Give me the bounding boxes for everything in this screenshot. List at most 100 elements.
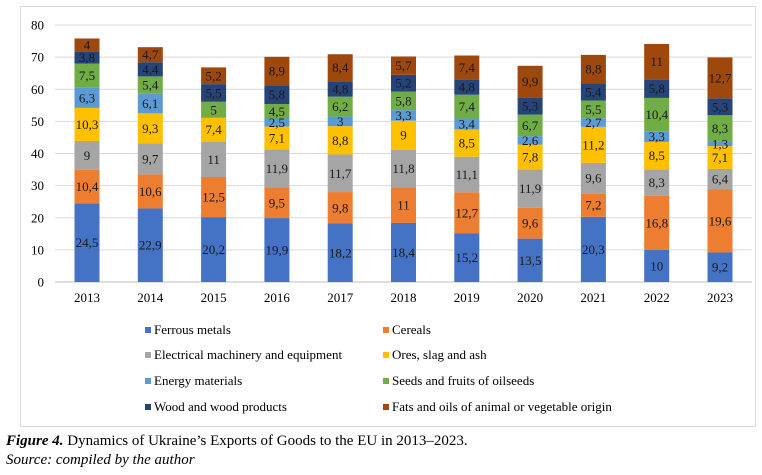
data-label: 5,8 [269, 87, 285, 102]
data-label: 9,7 [142, 151, 159, 166]
data-label: 16,8 [645, 215, 668, 230]
legend-label: Cereals [392, 322, 431, 337]
data-label: 1,3 [712, 137, 728, 152]
legend-item: Seeds and fruits of oilseeds [383, 373, 534, 389]
data-label: 11,8 [392, 161, 414, 176]
data-label: 10,4 [645, 107, 668, 122]
bar-segment [707, 115, 733, 142]
bar-segment [517, 114, 543, 137]
legend-label: Ores, slag and ash [392, 347, 487, 362]
bar-segment [644, 169, 670, 196]
data-label: 5,2 [395, 76, 411, 91]
data-label: 9,5 [269, 195, 285, 210]
y-tick-label: 40 [31, 146, 44, 161]
data-label: 11 [650, 54, 663, 69]
bar-segment [707, 252, 733, 282]
x-tick-label: 2015 [201, 290, 227, 305]
data-label: 5,5 [585, 102, 601, 117]
figure-source: Source: compiled by the author [6, 452, 195, 468]
bar-segment [644, 141, 670, 170]
bar-segment [644, 249, 670, 282]
data-label: 7,1 [269, 130, 285, 145]
bar-segment [264, 118, 290, 127]
data-label: 10,6 [139, 184, 162, 199]
data-label: 5,3 [712, 99, 728, 114]
bar-segment [391, 74, 416, 92]
data-label: 6,4 [712, 172, 729, 187]
bar-segment [454, 55, 480, 80]
bar-segment [644, 97, 670, 132]
data-label: 8,8 [585, 62, 601, 77]
bar-segment [327, 223, 353, 282]
data-label: 8,5 [649, 148, 665, 163]
bar-segment [391, 222, 416, 282]
data-label: 5 [210, 102, 217, 117]
data-label: 19,6 [709, 213, 732, 228]
bar-segment [707, 98, 733, 116]
data-label: 3,4 [459, 116, 476, 131]
bar-segment [327, 126, 353, 155]
bar-segment [707, 168, 733, 190]
bar-segment [454, 94, 480, 119]
legend-swatch [145, 404, 151, 410]
data-label: 9,6 [522, 216, 539, 231]
bar-segment [517, 65, 543, 98]
bar-segment [137, 47, 163, 63]
legend-swatch [383, 378, 389, 384]
data-label: 19,9 [266, 243, 289, 258]
data-label: 11 [397, 198, 410, 213]
data-label: 6,2 [332, 99, 348, 114]
data-label: 9 [84, 148, 91, 163]
x-tick-label: 2023 [707, 290, 733, 305]
data-label: 13,5 [519, 253, 542, 268]
bar-segment [580, 216, 606, 282]
legend-item: Cereals [383, 322, 431, 338]
data-label: 12,5 [202, 190, 225, 205]
data-label: 6,7 [522, 118, 539, 133]
data-label: 12,7 [709, 70, 732, 85]
figure-label: Figure 4. [6, 433, 64, 449]
data-label: 5,5 [205, 85, 221, 100]
data-label: 11,9 [266, 161, 288, 176]
bar-segment [264, 149, 290, 188]
gridlines [55, 24, 752, 283]
data-label: 8,5 [459, 136, 475, 151]
x-tick-label: 2018 [391, 290, 417, 305]
bar-segment [74, 51, 100, 64]
data-label: 9,3 [142, 121, 158, 136]
legend-label: Seeds and fruits of oilseeds [392, 373, 535, 388]
bars [74, 38, 733, 282]
bar-segment [644, 195, 670, 250]
legend-swatch [383, 327, 389, 333]
bar-segment [264, 218, 290, 282]
bar-segment [201, 117, 227, 142]
data-label: 24,5 [76, 235, 99, 250]
legend-label: Energy materials [154, 373, 243, 388]
bar-segment [580, 162, 606, 194]
bar-segment [644, 79, 670, 98]
legend-item: Energy materials [145, 373, 242, 389]
chart-frame [20, 6, 756, 427]
data-label: 7,8 [522, 150, 538, 165]
x-tick-label: 2020 [517, 290, 543, 305]
bar-segment [580, 83, 606, 101]
bar-segment [201, 84, 227, 102]
legend-swatch [145, 327, 151, 333]
bar-segment [137, 143, 163, 175]
data-label: 8,9 [269, 64, 285, 79]
bar-segment [327, 154, 353, 193]
y-tick-label: 10 [31, 242, 44, 257]
data-label: 2,7 [585, 115, 602, 130]
data-label: 8,8 [332, 133, 348, 148]
bar-segment [454, 192, 480, 234]
x-axis-ticks: 2013 2014 2015 2016 2017 2018 2019 2020 2021 2022… [74, 290, 733, 305]
y-tick-label: 50 [31, 114, 44, 129]
bar-segment [201, 141, 227, 177]
bar-segment [264, 56, 290, 86]
bar-segment [454, 79, 480, 95]
x-tick-label: 2021 [580, 290, 606, 305]
legend-swatch [383, 352, 389, 358]
bar-segment [391, 110, 416, 121]
bar-segment [137, 62, 163, 77]
data-label: 10,4 [76, 179, 99, 194]
